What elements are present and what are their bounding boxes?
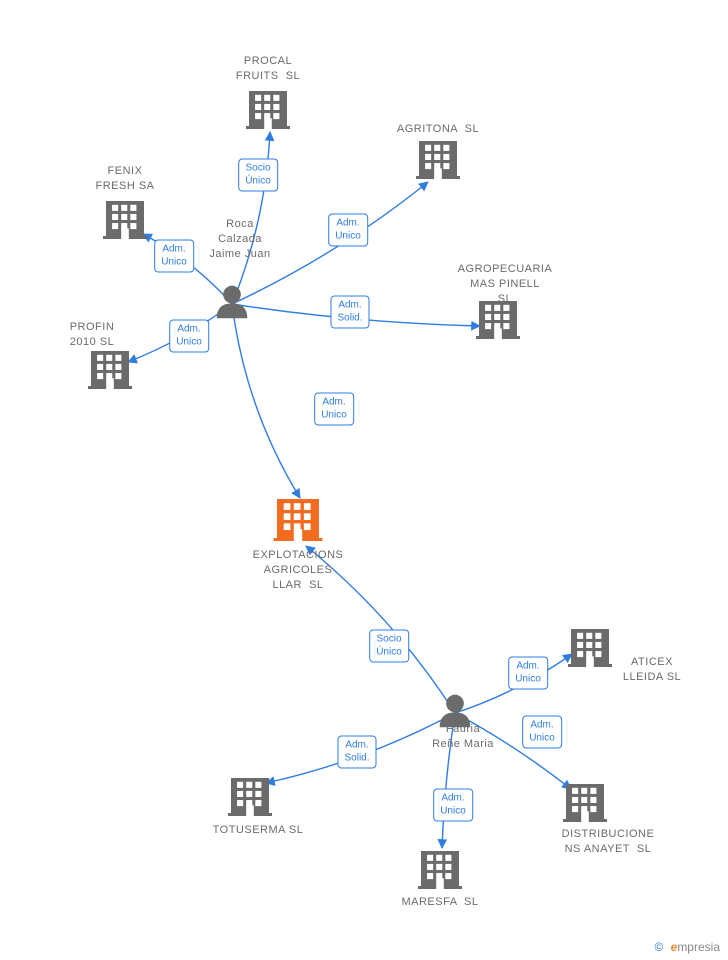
edge-label: Adm. Unico (522, 716, 562, 749)
company-center (274, 499, 323, 541)
edge-label: Adm. Unico (154, 240, 194, 273)
edge-label: Adm. Unico (169, 320, 209, 353)
edge (232, 304, 300, 498)
company-totuserma (228, 778, 272, 816)
edge-label: Socio Único (238, 159, 278, 192)
company-agromas (476, 301, 520, 339)
relationship-graph (0, 0, 728, 960)
label-agritona: AGRITONA SL (397, 122, 479, 137)
label-fenix: FENIX FRESH SA (95, 164, 154, 194)
edge-label: Adm. Solid. (337, 736, 376, 769)
company-profin (88, 351, 132, 389)
label-center: EXPLOTACIONS AGRICOLES LLAR SL (253, 548, 344, 593)
footer: © empresia (654, 940, 720, 954)
label-agromas: AGROPECUARIA MAS PINELL SL (458, 262, 553, 307)
label-fauria: Fauria Reñe Maria (432, 722, 494, 752)
label-profin: PROFIN 2010 SL (70, 320, 115, 350)
edge-label: Adm. Unico (433, 789, 473, 822)
company-aticex (568, 629, 612, 667)
label-aticex: ATICEX LLEIDA SL (623, 655, 681, 685)
company-distrib (563, 784, 607, 822)
company-maresfa (418, 851, 462, 889)
label-totuserma: TOTUSERMA SL (213, 823, 304, 838)
brand-rest: mpresia (677, 940, 720, 954)
label-roca: Roca Calzada Jaime Juan (209, 217, 270, 262)
company-fenix (103, 201, 147, 239)
label-maresfa: MARESFA SL (401, 895, 478, 910)
edge-label: Adm. Unico (508, 657, 548, 690)
person-roca (217, 286, 248, 319)
edge-label: Adm. Solid. (330, 296, 369, 329)
edge-label: Adm. Unico (328, 214, 368, 247)
label-procal: PROCAL FRUITS SL (236, 54, 300, 84)
company-procal (246, 91, 290, 129)
edge-label: Socio Único (369, 630, 409, 663)
copyright-symbol: © (654, 940, 663, 954)
label-distrib: DISTRIBUCIONE NS ANAYET SL (562, 827, 655, 857)
edge-label: Adm. Unico (314, 393, 354, 426)
company-agritona (416, 141, 460, 179)
